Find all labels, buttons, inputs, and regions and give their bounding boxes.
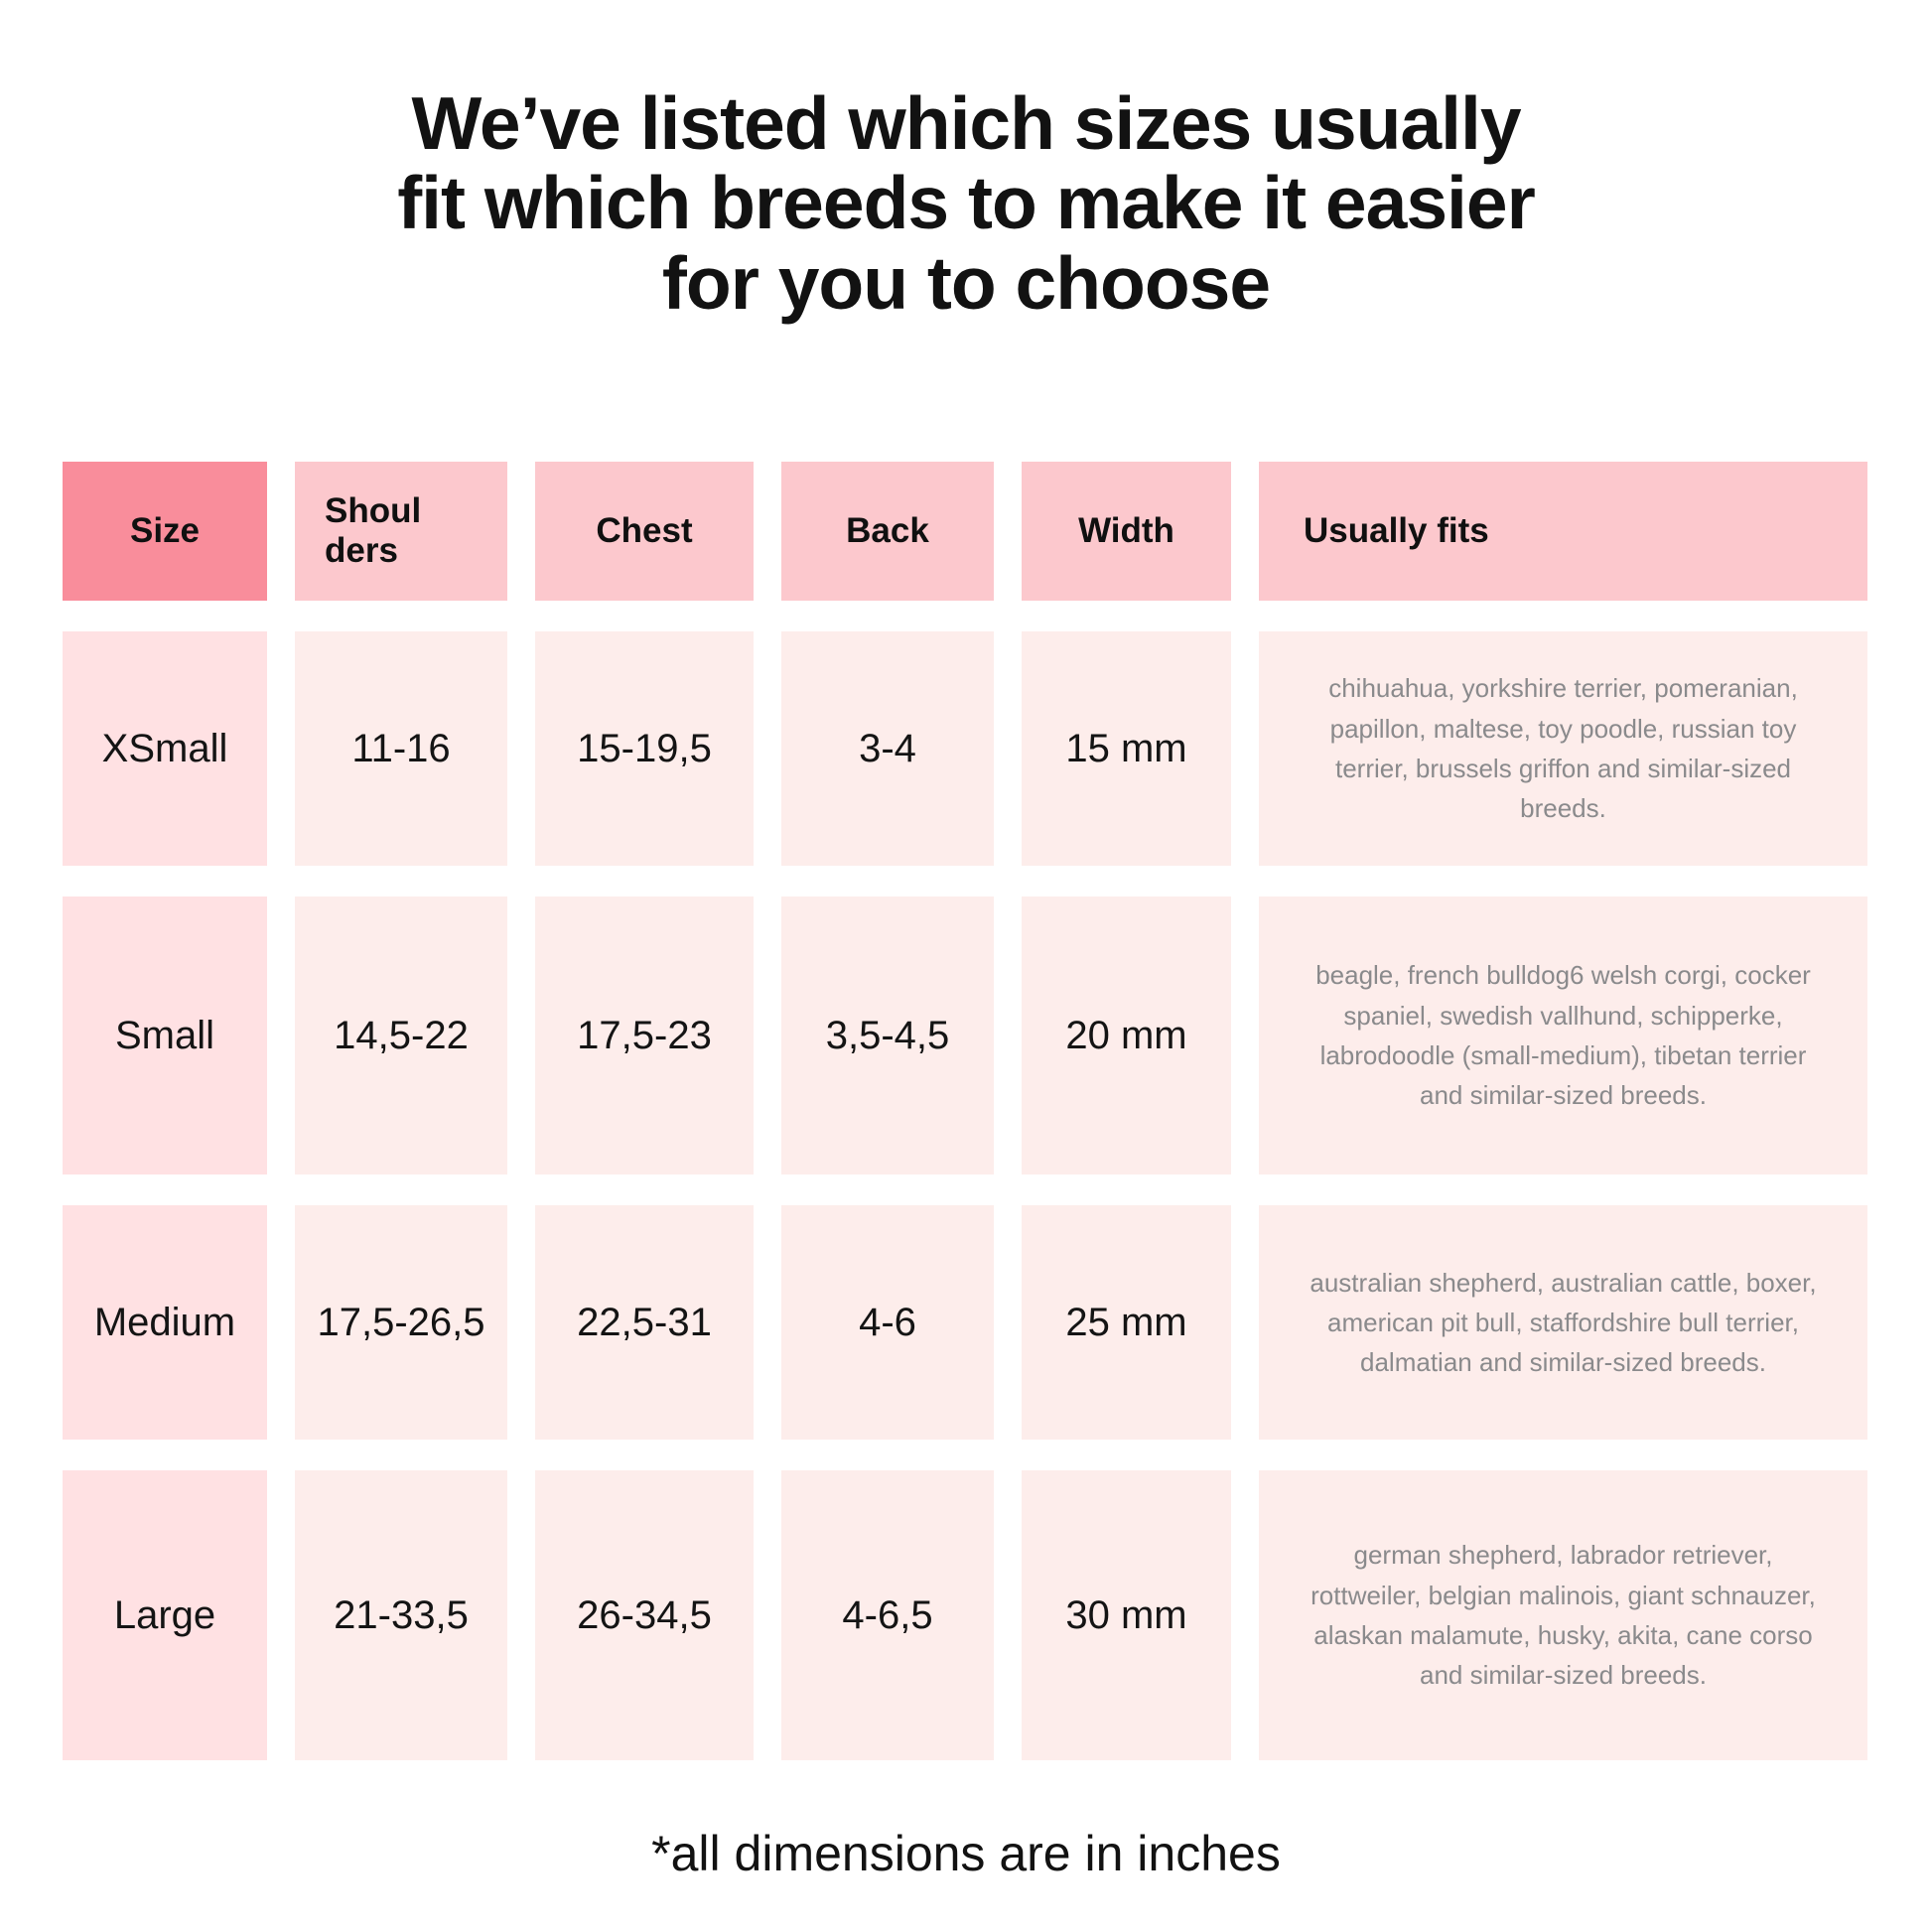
chest-cell: 22,5-31 (535, 1205, 754, 1440)
chest-cell: 26-34,5 (535, 1470, 754, 1760)
shoulders-cell: 14,5-22 (295, 897, 507, 1174)
header-label-back: Back (846, 511, 929, 550)
header-label-width: Width (1078, 511, 1174, 550)
page-title-line-1: We’ve listed which sizes usually (411, 81, 1521, 165)
chest-cell: 17,5-23 (535, 897, 754, 1174)
header-label-usually-fits: Usually fits (1304, 511, 1489, 550)
shoulders-cell: 11-16 (295, 631, 507, 866)
shoulders-cell: 17,5-26,5 (295, 1205, 507, 1440)
back-cell: 4-6 (781, 1205, 994, 1440)
size-cell: XSmall (63, 631, 267, 866)
width-cell: 20 mm (1022, 897, 1231, 1174)
page-title-line-2: fit which breeds to make it easier (397, 161, 1536, 245)
back-cell: 3,5-4,5 (781, 897, 994, 1174)
header-cell-usually-fits: Usually fits (1259, 462, 1867, 601)
header-cell-shoulders: Shoulders (295, 462, 507, 601)
width-cell: 15 mm (1022, 631, 1231, 866)
header-cell-width: Width (1022, 462, 1231, 601)
size-table: Size Shoulders Chest Back Width Usually … (63, 462, 1867, 1760)
chest-cell: 15-19,5 (535, 631, 754, 866)
usually-fits-cell: german shepherd, labrador retriever, rot… (1259, 1470, 1867, 1760)
back-cell: 4-6,5 (781, 1470, 994, 1760)
header-label-size: Size (129, 511, 201, 550)
back-cell: 3-4 (781, 631, 994, 866)
usually-fits-cell: chihuahua, yorkshire terrier, pomeranian… (1259, 631, 1867, 866)
header-cell-chest: Chest (535, 462, 754, 601)
width-cell: 25 mm (1022, 1205, 1231, 1440)
usually-fits-cell: australian shepherd, australian cattle, … (1259, 1205, 1867, 1440)
size-cell: Large (63, 1470, 267, 1760)
width-cell: 30 mm (1022, 1470, 1231, 1760)
shoulders-cell: 21-33,5 (295, 1470, 507, 1760)
header-label-chest: Chest (596, 511, 693, 550)
header-label-shoulders: Shoulders (325, 490, 422, 570)
footnote: *all dimensions are in inches (651, 1826, 1281, 1881)
header-cell-back: Back (781, 462, 994, 601)
usually-fits-cell: beagle, french bulldog6 welsh corgi, coc… (1259, 897, 1867, 1174)
page-title: We’ve listed which sizes usually fit whi… (0, 0, 1932, 323)
size-cell: Small (63, 897, 267, 1174)
page-title-line-3: for you to choose (661, 240, 1271, 325)
header-cell-size: Size (63, 462, 267, 601)
size-cell: Medium (63, 1205, 267, 1440)
